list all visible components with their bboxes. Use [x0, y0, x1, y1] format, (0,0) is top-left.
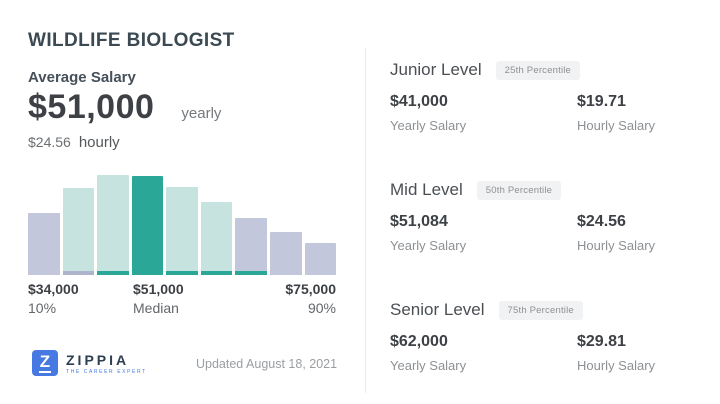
- hourly-label: Hourly Salary: [577, 238, 656, 253]
- yearly-label: Yearly Salary: [390, 118, 467, 133]
- vertical-divider: [365, 48, 366, 393]
- hourly-label: Hourly Salary: [577, 358, 656, 373]
- hourly-value: $19.71: [577, 93, 626, 110]
- histogram-bar: [166, 187, 198, 275]
- histogram-bar: [269, 232, 302, 275]
- axis-label-90th: 90%: [307, 300, 336, 316]
- level-name: Junior Level: [390, 60, 482, 79]
- histogram-bar: [235, 218, 267, 275]
- yearly-label: Yearly Salary: [390, 238, 467, 253]
- average-hourly-unit: hourly: [78, 134, 120, 151]
- axis-label-10th: 10%: [28, 300, 57, 316]
- hourly-value: $29.81: [577, 333, 626, 350]
- axis-value-10th: $34,000: [28, 281, 79, 297]
- average-hourly-row: $24.56 hourly: [28, 134, 120, 151]
- zippia-logo-word: ZIPPIA: [66, 351, 130, 368]
- average-yearly-unit: yearly: [181, 105, 222, 122]
- average-yearly-row: $51,000 yearly: [28, 88, 221, 127]
- histogram-axis-labels: $34,000 $51,000 $75,000 10% Median 90%: [28, 281, 336, 317]
- level-name: Mid Level: [390, 180, 463, 199]
- histogram-bar: [97, 175, 129, 275]
- hourly-label: Hourly Salary: [577, 118, 656, 133]
- axis-value-median: $51,000: [133, 281, 184, 297]
- histogram-bar: [200, 202, 233, 275]
- level-section-senior: Senior Level 75th Percentile $62,000 $29…: [390, 300, 690, 373]
- updated-date: Updated August 18, 2021: [196, 357, 338, 371]
- salary-histogram: [28, 175, 337, 275]
- axis-label-median: Median: [133, 300, 179, 316]
- level-name: Senior Level: [390, 300, 485, 319]
- zippia-logo-tagline: THE CAREER EXPERT: [66, 368, 147, 375]
- yearly-label: Yearly Salary: [390, 358, 467, 373]
- average-yearly-value: $51,000: [28, 88, 155, 126]
- zippia-logo-icon: Z: [32, 350, 58, 376]
- histogram-bar: [304, 243, 337, 275]
- job-title: WILDLIFE BIOLOGIST: [28, 30, 235, 51]
- percentile-badge: 50th Percentile: [476, 180, 562, 200]
- histogram-bar: [28, 213, 60, 275]
- yearly-value: $51,084: [390, 213, 448, 230]
- percentile-badge: 25th Percentile: [495, 60, 581, 80]
- axis-value-90th: $75,000: [285, 281, 336, 297]
- level-section-junior: Junior Level 25th Percentile $41,000 $19…: [390, 60, 690, 133]
- hourly-value: $24.56: [577, 213, 626, 230]
- percentile-badge: 75th Percentile: [498, 300, 583, 320]
- histogram-bar: [62, 188, 95, 275]
- histogram-bar: [131, 176, 164, 275]
- yearly-value: $62,000: [390, 333, 448, 350]
- average-salary-label: Average Salary: [28, 69, 136, 86]
- yearly-value: $41,000: [390, 93, 448, 110]
- zippia-logo-letter: Z: [38, 352, 52, 373]
- zippia-wordmark: ZIPPIA THE CAREER EXPERT: [66, 352, 147, 375]
- zippia-logo: Z ZIPPIA THE CAREER EXPERT: [32, 350, 147, 376]
- average-hourly-value: $24.56: [28, 134, 71, 150]
- level-section-mid: Mid Level 50th Percentile $51,084 $24.56…: [390, 180, 690, 253]
